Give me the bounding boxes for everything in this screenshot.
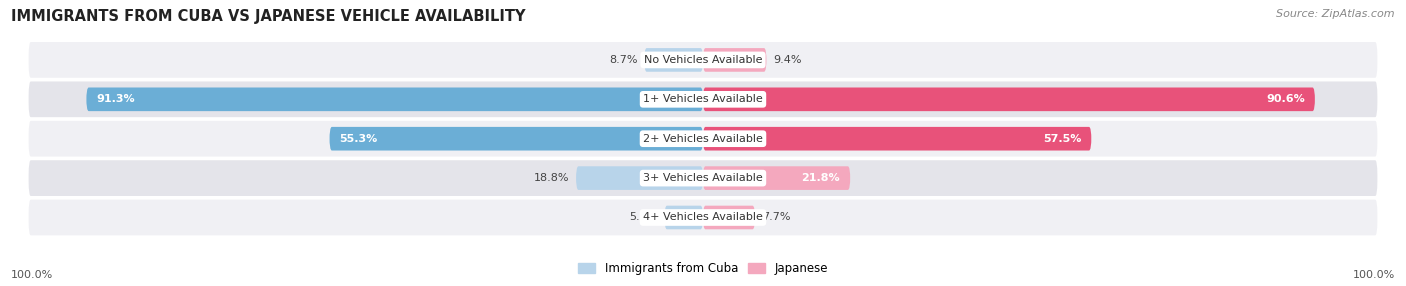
- Text: Source: ZipAtlas.com: Source: ZipAtlas.com: [1277, 9, 1395, 19]
- Text: 1+ Vehicles Available: 1+ Vehicles Available: [643, 94, 763, 104]
- Text: 21.8%: 21.8%: [801, 173, 841, 183]
- Text: 90.6%: 90.6%: [1265, 94, 1305, 104]
- FancyBboxPatch shape: [329, 127, 703, 150]
- Text: 3+ Vehicles Available: 3+ Vehicles Available: [643, 173, 763, 183]
- Text: 100.0%: 100.0%: [1353, 270, 1395, 280]
- Legend: Immigrants from Cuba, Japanese: Immigrants from Cuba, Japanese: [574, 258, 832, 280]
- Text: 2+ Vehicles Available: 2+ Vehicles Available: [643, 134, 763, 144]
- Text: 100.0%: 100.0%: [11, 270, 53, 280]
- Text: 18.8%: 18.8%: [534, 173, 569, 183]
- Text: 4+ Vehicles Available: 4+ Vehicles Available: [643, 212, 763, 223]
- FancyBboxPatch shape: [703, 88, 1315, 111]
- Text: 5.7%: 5.7%: [630, 212, 658, 223]
- Text: IMMIGRANTS FROM CUBA VS JAPANESE VEHICLE AVAILABILITY: IMMIGRANTS FROM CUBA VS JAPANESE VEHICLE…: [11, 9, 526, 23]
- FancyBboxPatch shape: [28, 198, 1378, 237]
- Text: 55.3%: 55.3%: [340, 134, 378, 144]
- FancyBboxPatch shape: [703, 48, 766, 72]
- Text: 57.5%: 57.5%: [1043, 134, 1081, 144]
- FancyBboxPatch shape: [28, 159, 1378, 197]
- FancyBboxPatch shape: [644, 48, 703, 72]
- FancyBboxPatch shape: [703, 166, 851, 190]
- FancyBboxPatch shape: [665, 206, 703, 229]
- Text: 91.3%: 91.3%: [97, 94, 135, 104]
- FancyBboxPatch shape: [703, 206, 755, 229]
- FancyBboxPatch shape: [28, 120, 1378, 158]
- FancyBboxPatch shape: [28, 41, 1378, 79]
- Text: 8.7%: 8.7%: [609, 55, 637, 65]
- Text: 7.7%: 7.7%: [762, 212, 790, 223]
- FancyBboxPatch shape: [28, 80, 1378, 118]
- Text: No Vehicles Available: No Vehicles Available: [644, 55, 762, 65]
- FancyBboxPatch shape: [86, 88, 703, 111]
- Text: 9.4%: 9.4%: [773, 55, 801, 65]
- FancyBboxPatch shape: [576, 166, 703, 190]
- FancyBboxPatch shape: [703, 127, 1091, 150]
